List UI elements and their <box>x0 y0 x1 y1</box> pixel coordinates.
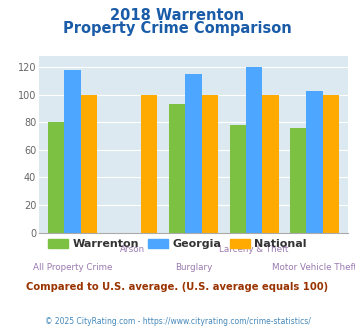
Text: © 2025 CityRating.com - https://www.cityrating.com/crime-statistics/: © 2025 CityRating.com - https://www.city… <box>45 317 310 326</box>
Text: Larceny & Theft: Larceny & Theft <box>219 245 289 254</box>
Bar <box>246 67 262 233</box>
Text: Arson: Arson <box>120 245 146 254</box>
Bar <box>290 128 306 233</box>
Bar <box>323 95 339 233</box>
Bar <box>48 122 64 233</box>
Bar <box>306 90 323 233</box>
Bar <box>169 104 185 233</box>
Text: Compared to U.S. average. (U.S. average equals 100): Compared to U.S. average. (U.S. average … <box>26 282 329 292</box>
Bar <box>81 95 97 233</box>
Bar <box>64 70 81 233</box>
Text: All Property Crime: All Property Crime <box>33 263 112 272</box>
Text: 2018 Warrenton: 2018 Warrenton <box>110 8 245 23</box>
Bar <box>185 74 202 233</box>
Bar <box>202 95 218 233</box>
Text: Property Crime Comparison: Property Crime Comparison <box>63 21 292 36</box>
Bar <box>141 95 158 233</box>
Legend: Warrenton, Georgia, National: Warrenton, Georgia, National <box>44 234 311 253</box>
Text: Motor Vehicle Theft: Motor Vehicle Theft <box>272 263 355 272</box>
Bar <box>229 125 246 233</box>
Text: Burglary: Burglary <box>175 263 212 272</box>
Bar <box>262 95 279 233</box>
